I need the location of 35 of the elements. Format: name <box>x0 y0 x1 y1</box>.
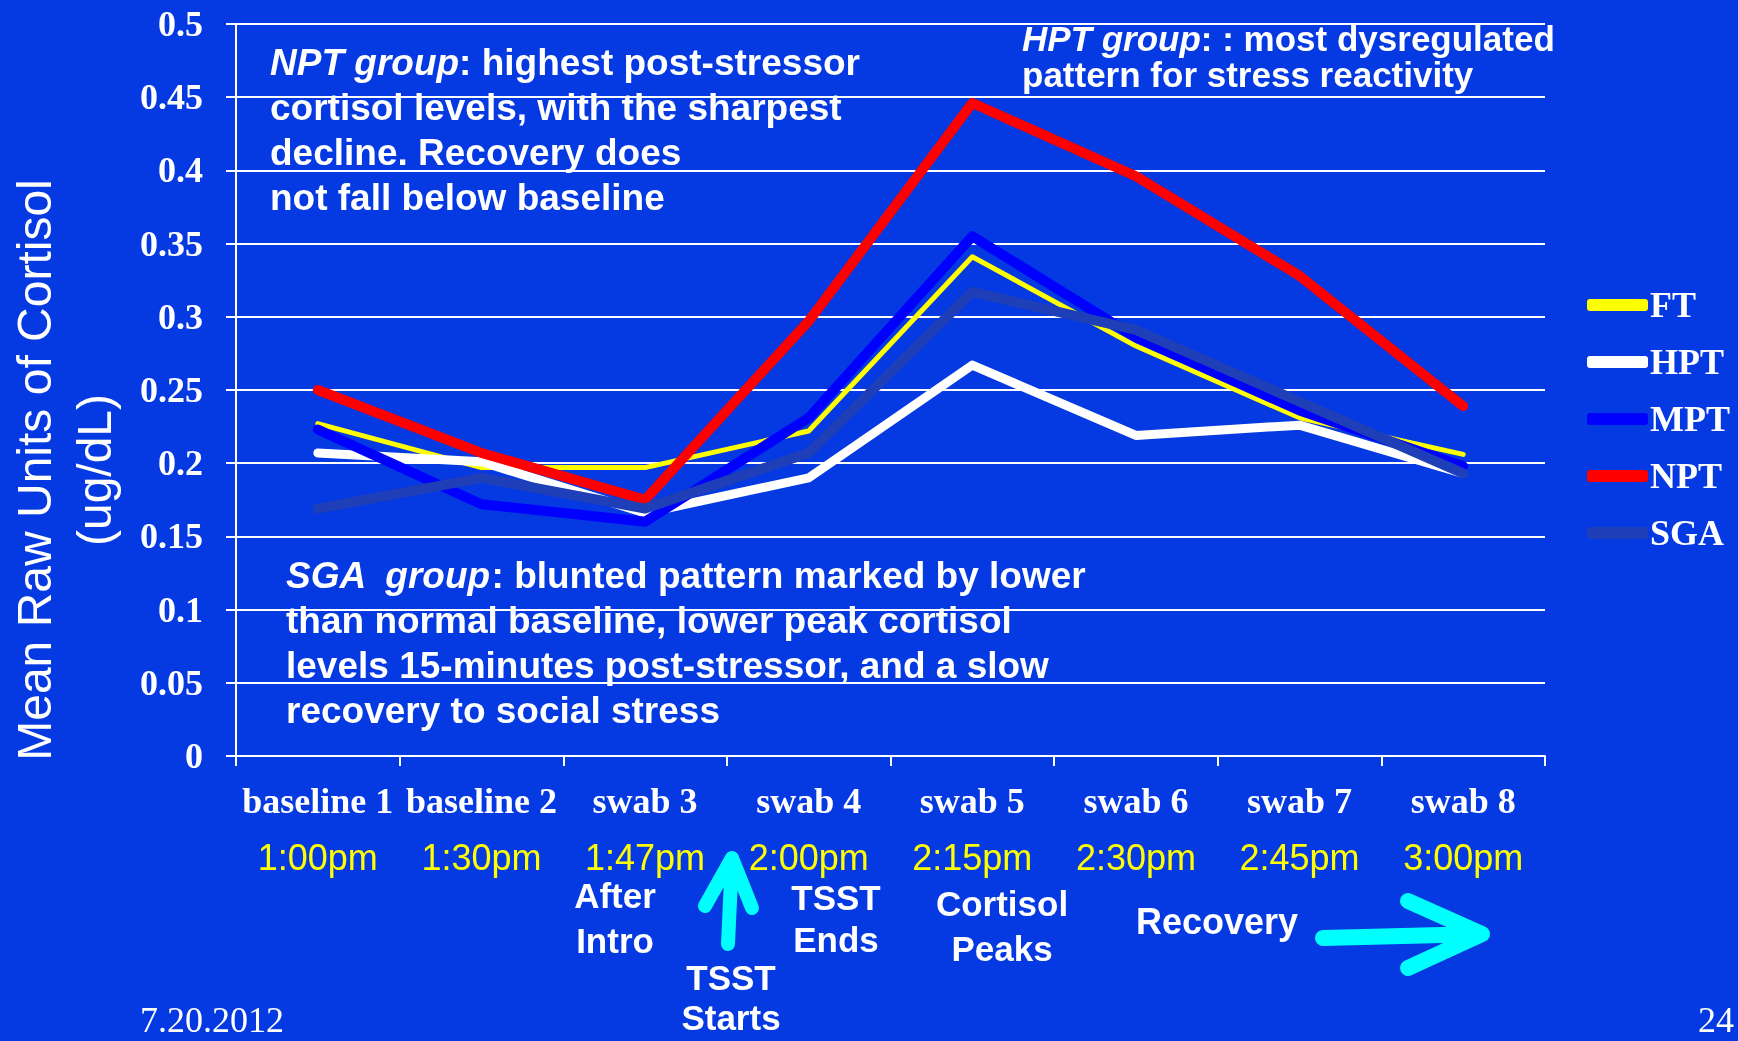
legend-label: HPT <box>1650 342 1725 382</box>
text: TSST Starts <box>681 957 781 1037</box>
text: TSST Ends <box>791 877 881 959</box>
x-tick-label: swab 8 3:00pm <box>1403 781 1524 878</box>
legend-label: MPT <box>1650 399 1730 439</box>
x-tick-label: swab 6 2:30pm <box>1075 781 1196 878</box>
x-tick-label: swab 5 2:15pm <box>912 781 1033 878</box>
y-axis-title: Mean Raw Units of Cortisol (ug/dL) <box>7 179 121 761</box>
annotation: HPT group: : most dysregulated pattern for stress reactivity <box>1022 18 1555 94</box>
y-tick-label: 0.05 <box>140 662 203 703</box>
legend-label: SGA <box>1650 513 1725 553</box>
x-tick-label: baseline 1 1:00pm <box>242 781 394 878</box>
y-tick-label: 0.35 <box>140 223 203 264</box>
text: 7.20.2012 <box>140 1000 284 1040</box>
y-tick-label: 0.15 <box>140 516 203 557</box>
text: Cortisol Peaks <box>935 884 1069 968</box>
x-tick-label: swab 4 2:00pm <box>748 781 869 878</box>
text: After Intro <box>574 876 657 960</box>
y-tick-label: 0 <box>185 736 203 776</box>
y-tick-label: 0.2 <box>158 443 203 484</box>
x-tick-label: swab 3 1:47pm <box>585 781 706 878</box>
x-tick-label: swab 7 2:45pm <box>1239 781 1360 878</box>
text: 24 <box>1698 1000 1734 1040</box>
annotation: NPT group: highest post-stressor cortisol levels, with the sharpest decline. Recovery does not fall below baseline <box>270 42 860 218</box>
text: Recovery <box>1135 900 1299 942</box>
y-tick-label: 0.25 <box>140 370 203 410</box>
y-tick-label: 0.1 <box>158 589 203 630</box>
annotation: SGA group: blunted pattern marked by lower than normal baseline, lower peak cortisol levels 15-minutes post-stressor, and a slow recovery to social stress <box>286 555 1086 731</box>
legend-label: NPT <box>1650 456 1722 496</box>
x-tick-label: baseline 2 1:30pm <box>405 781 557 878</box>
y-tick-label: 0.3 <box>158 296 203 337</box>
legend-label: FT <box>1650 285 1697 325</box>
y-tick-label: 0.45 <box>140 77 203 118</box>
y-tick-label: 0.5 <box>158 4 203 44</box>
y-tick-label: 0.4 <box>158 150 203 191</box>
